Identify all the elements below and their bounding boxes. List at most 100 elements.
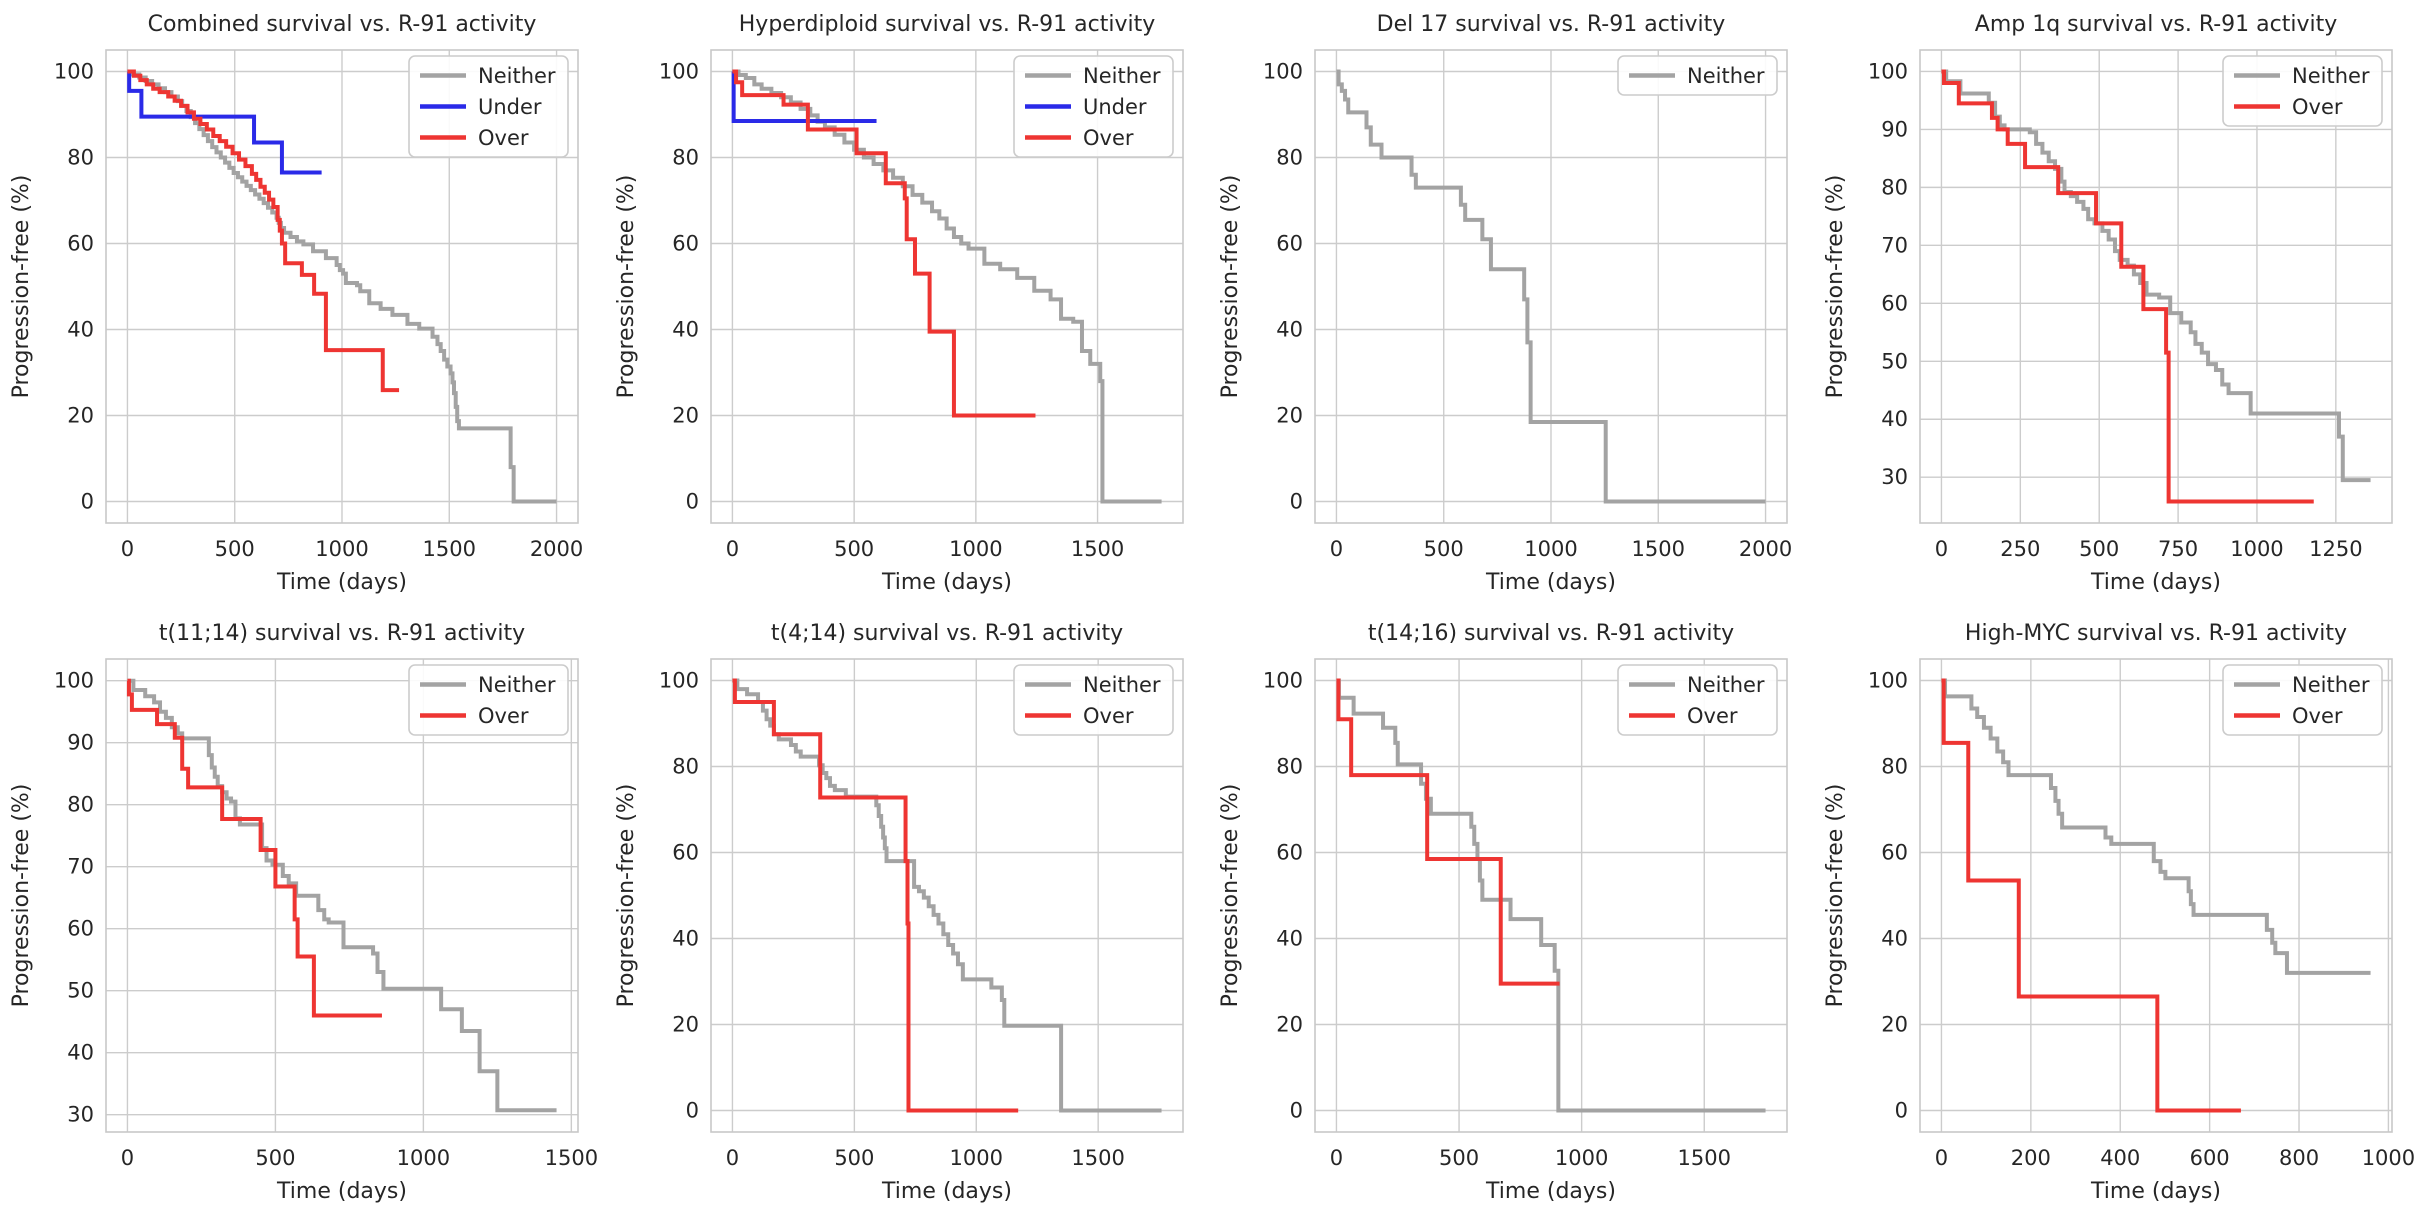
x-tick-label: 1000 xyxy=(949,537,1002,561)
legend-label-neither: Neither xyxy=(1083,64,1161,88)
y-tick-label: 60 xyxy=(1881,841,1908,865)
x-tick-label: 1500 xyxy=(1678,1146,1731,1170)
legend-box xyxy=(1012,55,1174,158)
y-tick-label: 80 xyxy=(1276,755,1303,779)
y-tick-label: 60 xyxy=(1881,291,1908,315)
legend-box xyxy=(1617,55,1778,96)
y-tick-label: 60 xyxy=(672,232,699,256)
y-tick-label: 40 xyxy=(1276,318,1303,342)
x-axis-label: Time (days) xyxy=(1485,1179,1616,1204)
y-tick-label: 100 xyxy=(658,60,698,84)
legend-label-neither: Neither xyxy=(2292,673,2370,697)
y-tick-label: 90 xyxy=(67,731,94,755)
x-tick-label: 1000 xyxy=(1555,1146,1608,1170)
y-tick-label: 30 xyxy=(67,1103,94,1127)
chart-title: Amp 1q survival vs. R-91 activity xyxy=(1974,12,2336,37)
legend: Neither Under Over xyxy=(408,55,569,158)
x-tick-label: 500 xyxy=(1424,537,1464,561)
y-tick-label: 60 xyxy=(67,917,94,941)
x-tick-label: 500 xyxy=(1439,1146,1479,1170)
y-tick-label: 60 xyxy=(672,841,699,865)
y-axis-label: Progression-free (%) xyxy=(614,784,639,1008)
legend: Neither Over xyxy=(1012,664,1174,736)
y-tick-label: 40 xyxy=(672,927,699,951)
legend-label-over: Over xyxy=(478,126,529,150)
x-tick-label: 0 xyxy=(1934,1146,1947,1170)
subplot-amp1q: Amp 1q survival vs. R-91 activity 0 250 500… xyxy=(1823,12,2393,595)
series-neither xyxy=(1336,69,1766,504)
axes-spine xyxy=(1918,658,2393,1133)
series-neither xyxy=(1940,678,2371,975)
legend: Neither xyxy=(1617,55,1778,96)
legend-label-neither: Neither xyxy=(1687,673,1765,697)
x-tick-label: 600 xyxy=(2189,1146,2229,1170)
legend-label-over: Over xyxy=(2292,95,2343,119)
series-over xyxy=(731,69,1035,418)
y-tick-label: 20 xyxy=(672,404,699,428)
x-tick-label: 750 xyxy=(2158,537,2198,561)
y-axis-label: Progression-free (%) xyxy=(1823,175,1848,399)
legend-box xyxy=(408,55,569,158)
y-tick-label: 30 xyxy=(1881,465,1908,489)
subplot-del17: Del 17 survival vs. R-91 activity 0 500 100… xyxy=(1218,12,1792,595)
axes-spine xyxy=(709,658,1184,1133)
x-tick-label: 0 xyxy=(725,1146,738,1170)
y-tick-label: 50 xyxy=(67,979,94,1003)
chart-title: t(14;16) survival vs. R-91 activity xyxy=(1368,621,1734,646)
y-tick-label: 60 xyxy=(67,232,94,256)
x-tick-label: 200 xyxy=(2010,1146,2050,1170)
y-tick-label: 0 xyxy=(685,1099,698,1123)
y-tick-label: 20 xyxy=(1276,404,1303,428)
series-over xyxy=(1940,678,2241,1113)
y-tick-label: 80 xyxy=(672,146,699,170)
x-tick-label: 1500 xyxy=(423,537,476,561)
legend: Neither Over xyxy=(408,664,569,736)
y-axis-label: Progression-free (%) xyxy=(614,175,639,399)
y-axis-label: Progression-free (%) xyxy=(1218,175,1243,399)
y-tick-label: 80 xyxy=(1881,175,1908,199)
y-tick-label: 0 xyxy=(1894,1099,1907,1123)
y-axis-label: Progression-free (%) xyxy=(9,175,34,399)
y-tick-label: 70 xyxy=(1881,233,1908,257)
y-axis-label: Progression-free (%) xyxy=(1823,784,1848,1008)
x-tick-label: 500 xyxy=(215,537,255,561)
y-tick-label: 90 xyxy=(1881,117,1908,141)
y-tick-label: 100 xyxy=(1263,669,1303,693)
legend-label-under: Under xyxy=(478,95,542,119)
y-tick-label: 0 xyxy=(1290,490,1303,514)
legend-label-over: Over xyxy=(478,704,529,728)
y-tick-label: 0 xyxy=(1290,1099,1303,1123)
x-tick-label: 500 xyxy=(255,1146,295,1170)
legend-label-neither: Neither xyxy=(478,64,556,88)
series-neither xyxy=(731,678,1162,1113)
axes-spine xyxy=(1314,658,1788,1133)
y-tick-label: 20 xyxy=(1881,1013,1908,1037)
y-tick-label: 80 xyxy=(67,793,94,817)
y-tick-label: 40 xyxy=(1276,927,1303,951)
x-axis-label: Time (days) xyxy=(276,570,407,595)
y-tick-label: 0 xyxy=(685,490,698,514)
x-tick-label: 0 xyxy=(725,537,738,561)
axes-spine xyxy=(105,49,579,524)
legend-label-neither: Neither xyxy=(2292,64,2370,88)
x-tick-label: 0 xyxy=(121,537,134,561)
y-tick-label: 20 xyxy=(67,404,94,428)
subplot-t4-14: t(4;14) survival vs. R-91 activity 0 500 10… xyxy=(614,621,1184,1204)
subplot-t14-16: t(14;16) survival vs. R-91 activity 0 500 1… xyxy=(1218,621,1788,1204)
chart-title: Del 17 survival vs. R-91 activity xyxy=(1377,12,1726,37)
chart-title: t(4;14) survival vs. R-91 activity xyxy=(770,621,1122,646)
y-tick-label: 100 xyxy=(1867,59,1907,83)
series-under xyxy=(127,69,322,175)
x-tick-label: 1000 xyxy=(397,1146,450,1170)
subplot-t11-14: t(11;14) survival vs. R-91 activity 0 500 1… xyxy=(9,621,598,1204)
y-tick-label: 40 xyxy=(67,318,94,342)
x-tick-label: 1000 xyxy=(2361,1146,2414,1170)
legend: Neither Over xyxy=(2221,664,2383,736)
legend-label-over: Over xyxy=(2292,704,2343,728)
y-tick-label: 100 xyxy=(1867,669,1907,693)
chart-title: Hyperdiploid survival vs. R-91 activity xyxy=(738,12,1154,37)
axes-spine xyxy=(1314,49,1788,524)
subplot-hyperdiploid: Hyperdiploid survival vs. R-91 activity 0… xyxy=(614,12,1184,595)
